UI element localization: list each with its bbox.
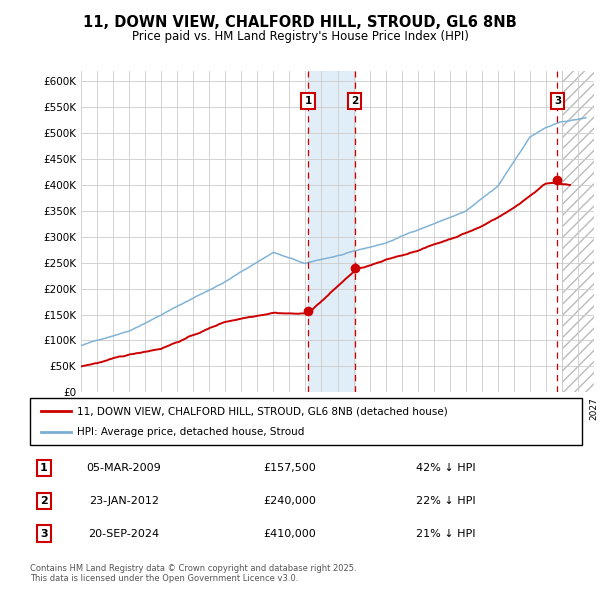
Text: 21% ↓ HPI: 21% ↓ HPI — [416, 529, 476, 539]
Text: HPI: Average price, detached house, Stroud: HPI: Average price, detached house, Stro… — [77, 427, 304, 437]
Text: £157,500: £157,500 — [263, 463, 316, 473]
FancyBboxPatch shape — [30, 398, 582, 445]
Text: 23-JAN-2012: 23-JAN-2012 — [89, 496, 159, 506]
Text: 1: 1 — [40, 463, 47, 473]
Text: 2: 2 — [40, 496, 47, 506]
Text: Price paid vs. HM Land Registry's House Price Index (HPI): Price paid vs. HM Land Registry's House … — [131, 30, 469, 43]
Text: 3: 3 — [40, 529, 47, 539]
Text: 3: 3 — [554, 96, 561, 106]
Text: 42% ↓ HPI: 42% ↓ HPI — [416, 463, 476, 473]
Text: 11, DOWN VIEW, CHALFORD HILL, STROUD, GL6 8NB: 11, DOWN VIEW, CHALFORD HILL, STROUD, GL… — [83, 15, 517, 30]
Text: 05-MAR-2009: 05-MAR-2009 — [86, 463, 161, 473]
Text: 22% ↓ HPI: 22% ↓ HPI — [416, 496, 476, 506]
Text: £240,000: £240,000 — [263, 496, 316, 506]
Text: 20-SEP-2024: 20-SEP-2024 — [88, 529, 160, 539]
Text: £410,000: £410,000 — [263, 529, 316, 539]
Text: 11, DOWN VIEW, CHALFORD HILL, STROUD, GL6 8NB (detached house): 11, DOWN VIEW, CHALFORD HILL, STROUD, GL… — [77, 407, 448, 417]
Text: 2: 2 — [351, 96, 358, 106]
Text: Contains HM Land Registry data © Crown copyright and database right 2025.
This d: Contains HM Land Registry data © Crown c… — [30, 563, 356, 583]
Bar — [562, 71, 594, 392]
Bar — [308, 71, 355, 392]
Text: 1: 1 — [305, 96, 312, 106]
